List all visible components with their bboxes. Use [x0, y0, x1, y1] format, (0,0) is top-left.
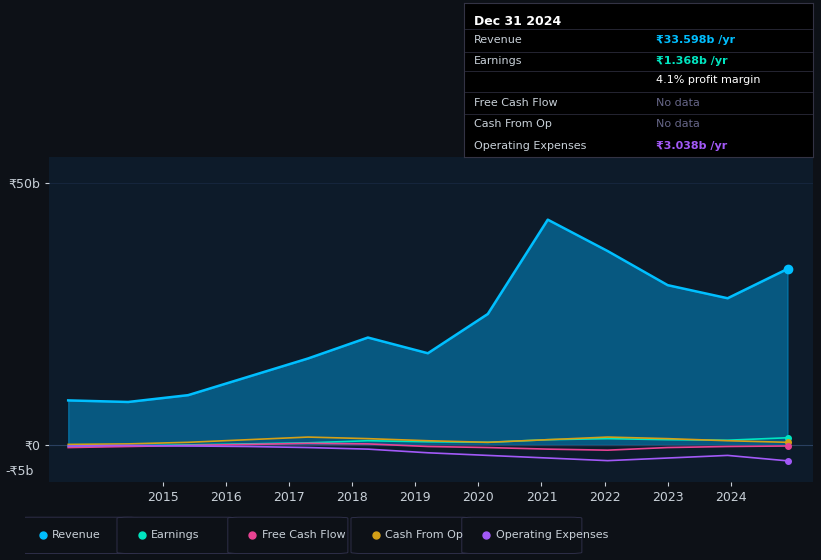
- Text: ₹1.368b /yr: ₹1.368b /yr: [656, 57, 727, 66]
- Text: Earnings: Earnings: [151, 530, 200, 540]
- FancyBboxPatch shape: [18, 517, 139, 553]
- FancyBboxPatch shape: [228, 517, 348, 553]
- Text: Dec 31 2024: Dec 31 2024: [475, 15, 562, 28]
- Text: Operating Expenses: Operating Expenses: [496, 530, 608, 540]
- Text: No data: No data: [656, 98, 699, 108]
- Text: Earnings: Earnings: [475, 57, 523, 66]
- Text: Free Cash Flow: Free Cash Flow: [475, 98, 558, 108]
- Text: Cash From Op: Cash From Op: [475, 119, 553, 129]
- Text: Operating Expenses: Operating Expenses: [475, 141, 587, 151]
- FancyBboxPatch shape: [461, 517, 582, 553]
- Text: Revenue: Revenue: [475, 35, 523, 45]
- FancyBboxPatch shape: [117, 517, 237, 553]
- Text: Revenue: Revenue: [53, 530, 101, 540]
- Text: 4.1% profit margin: 4.1% profit margin: [656, 75, 760, 85]
- Text: No data: No data: [656, 119, 699, 129]
- Text: ₹33.598b /yr: ₹33.598b /yr: [656, 35, 735, 45]
- Text: Cash From Op: Cash From Op: [385, 530, 463, 540]
- Text: Free Cash Flow: Free Cash Flow: [262, 530, 346, 540]
- Text: -₹5b: -₹5b: [6, 465, 34, 478]
- FancyBboxPatch shape: [351, 517, 471, 553]
- Text: ₹3.038b /yr: ₹3.038b /yr: [656, 141, 727, 151]
